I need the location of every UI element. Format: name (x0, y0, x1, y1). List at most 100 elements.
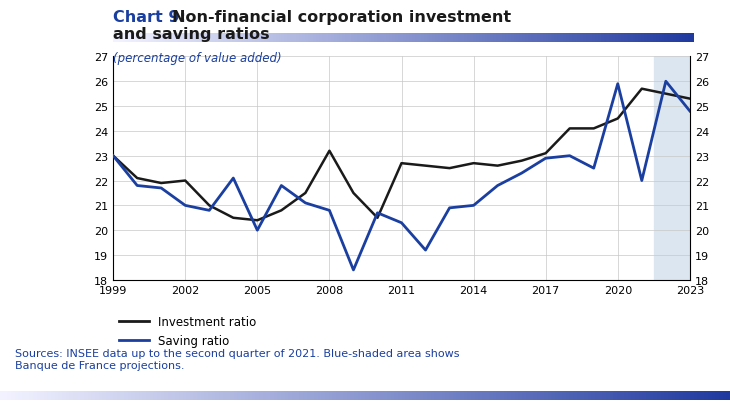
Bar (273, 34, 276, 43)
Bar (441, 34, 445, 43)
Bar (369, 34, 372, 43)
Bar (551, 34, 555, 43)
Bar (203, 34, 207, 43)
Bar (464, 34, 468, 43)
Bar (420, 34, 424, 43)
Bar (36, 391, 41, 400)
Bar (557, 34, 561, 43)
Bar (336, 391, 340, 400)
Bar (374, 34, 378, 43)
Bar (464, 391, 468, 400)
Bar (426, 34, 430, 43)
Bar (569, 391, 574, 400)
Bar (122, 34, 126, 43)
Bar (456, 391, 461, 400)
Bar (496, 34, 499, 43)
Bar (299, 391, 304, 400)
Bar (467, 34, 471, 43)
Bar (615, 34, 618, 43)
Bar (563, 34, 566, 43)
Bar (171, 34, 174, 43)
Bar (708, 391, 712, 400)
Bar (234, 391, 238, 400)
Bar (586, 34, 590, 43)
Bar (179, 391, 183, 400)
Bar (372, 34, 375, 43)
Bar (633, 34, 636, 43)
Bar (591, 391, 596, 400)
Bar (193, 391, 198, 400)
Bar (606, 391, 610, 400)
Bar (266, 391, 271, 400)
Bar (117, 391, 121, 400)
Bar (391, 391, 395, 400)
Bar (409, 34, 412, 43)
Bar (148, 34, 151, 43)
Bar (369, 391, 373, 400)
Bar (474, 391, 479, 400)
Bar (404, 34, 407, 43)
Bar (473, 34, 477, 43)
Legend: Investment ratio, Saving ratio: Investment ratio, Saving ratio (119, 315, 256, 347)
Bar (106, 391, 110, 400)
Bar (719, 391, 723, 400)
Bar (226, 34, 230, 43)
Bar (445, 391, 450, 400)
Bar (470, 34, 474, 43)
Bar (270, 391, 274, 400)
Bar (471, 391, 475, 400)
Bar (339, 391, 344, 400)
Bar (168, 391, 172, 400)
Bar (142, 391, 147, 400)
Bar (128, 391, 132, 400)
Bar (328, 391, 333, 400)
Bar (694, 391, 698, 400)
Bar (358, 391, 362, 400)
Bar (442, 391, 446, 400)
Bar (208, 391, 212, 400)
Bar (40, 391, 45, 400)
Bar (274, 391, 278, 400)
Bar (554, 34, 558, 43)
Bar (110, 391, 114, 400)
Bar (58, 391, 63, 400)
Bar (429, 34, 433, 43)
Bar (589, 34, 593, 43)
Bar (456, 34, 459, 43)
Bar (169, 34, 172, 43)
Bar (406, 34, 410, 43)
Bar (383, 34, 386, 43)
Bar (654, 57, 702, 280)
Bar (392, 34, 395, 43)
Bar (672, 391, 676, 400)
Bar (476, 34, 480, 43)
Bar (715, 391, 720, 400)
Bar (712, 391, 716, 400)
Bar (577, 391, 581, 400)
Bar (248, 391, 253, 400)
Bar (316, 34, 320, 43)
Bar (604, 34, 607, 43)
Bar (656, 34, 659, 43)
Bar (22, 391, 26, 400)
Bar (201, 391, 205, 400)
Bar (146, 391, 150, 400)
Bar (177, 34, 180, 43)
Bar (182, 391, 187, 400)
Bar (517, 34, 520, 43)
Bar (157, 34, 160, 43)
Bar (682, 34, 685, 43)
Bar (120, 391, 125, 400)
Bar (360, 34, 364, 43)
Bar (185, 34, 189, 43)
Bar (232, 34, 236, 43)
Bar (531, 34, 534, 43)
Bar (704, 391, 709, 400)
Bar (180, 34, 183, 43)
Bar (331, 34, 334, 43)
Bar (116, 34, 120, 43)
Bar (580, 34, 584, 43)
Bar (29, 391, 34, 400)
Bar (595, 34, 599, 43)
Bar (389, 34, 392, 43)
